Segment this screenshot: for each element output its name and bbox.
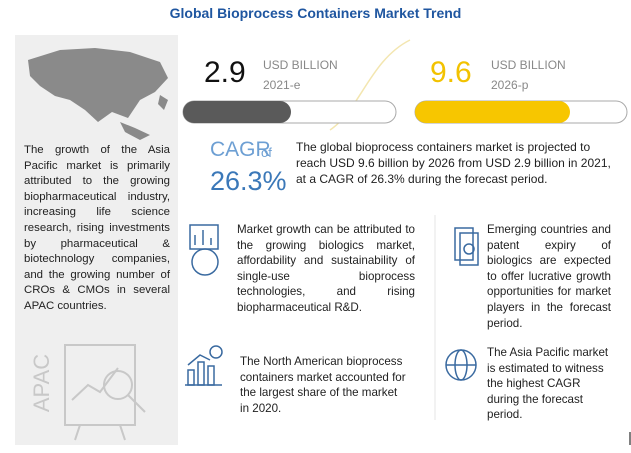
- stat-unit: USD BILLION: [491, 58, 566, 72]
- stat-value: 9.6: [430, 56, 472, 89]
- point: The North American bioprocess containers…: [240, 355, 406, 415]
- point: Emerging countries and patent expiry of …: [487, 223, 611, 330]
- cagr-value: 26.3%: [210, 166, 287, 196]
- stat-year: 2021-e: [263, 78, 301, 92]
- stat-unit: USD BILLION: [263, 58, 338, 72]
- icon: [454, 227, 479, 266]
- point: Market growth can be attributed to the g…: [237, 223, 415, 314]
- stat-value: 2.9: [204, 56, 246, 89]
- bar-fill: [415, 101, 570, 123]
- stat-year: 2026-p: [491, 78, 529, 92]
- summary: The global bioprocess containers market …: [296, 140, 611, 186]
- chart-icon: [64, 344, 146, 441]
- cagr-label: CAGR: [210, 138, 271, 161]
- left-text: The growth of the Asia Pacific market is…: [24, 144, 170, 312]
- title: Global Bioprocess Containers Market Tren…: [169, 5, 462, 21]
- asia-map: [28, 48, 168, 140]
- icon: [445, 349, 477, 381]
- region-label: APAC: [29, 353, 55, 413]
- cagr-of: of: [261, 145, 272, 160]
- icon: [189, 224, 219, 276]
- point: The Asia Pacific market is estimated to …: [487, 346, 609, 422]
- bar-fill: [183, 101, 291, 123]
- icon: [185, 345, 223, 386]
